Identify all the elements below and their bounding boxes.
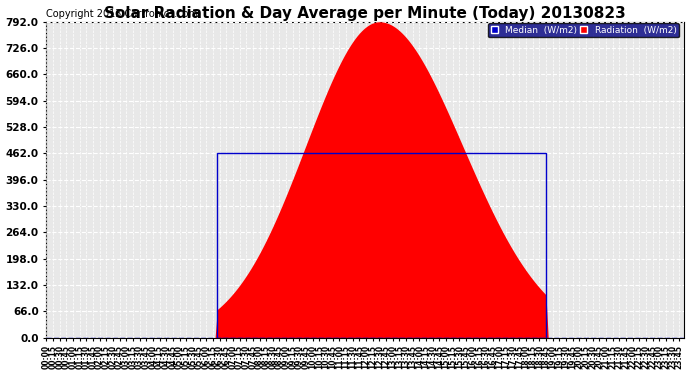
Legend: Median  (W/m2), Radiation  (W/m2): Median (W/m2), Radiation (W/m2) <box>489 23 679 38</box>
Title: Solar Radiation & Day Average per Minute (Today) 20130823: Solar Radiation & Day Average per Minute… <box>104 6 626 21</box>
Text: Copyright 2013 Cartronics.com: Copyright 2013 Cartronics.com <box>46 9 198 19</box>
Bar <box>217 153 546 338</box>
